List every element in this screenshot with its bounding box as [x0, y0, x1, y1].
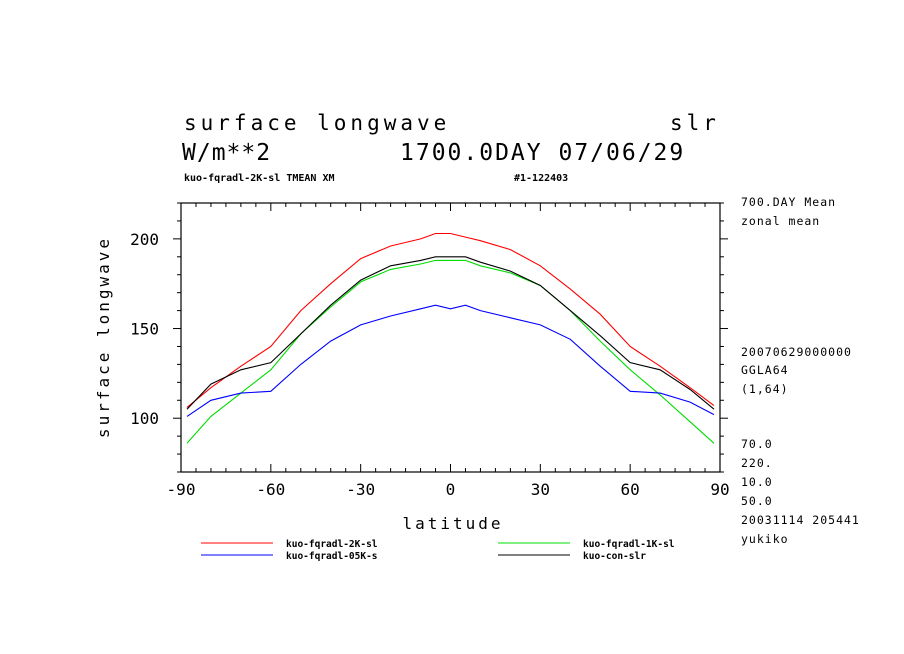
series-line — [186, 232, 715, 408]
series-line — [186, 304, 715, 417]
x-tick-labels: -90 -60 -30 0 30 60 90 — [167, 480, 730, 499]
side-info-ymin: 70.0 — [741, 437, 773, 451]
side-info-zonal: zonal mean — [741, 214, 821, 228]
legend-label: kuo-fqradl-05K-s — [286, 551, 378, 562]
legend-label: kuo-fqradl-1K-sl — [583, 539, 675, 550]
y-tick-label: 200 — [130, 230, 159, 249]
side-info-grid: GGLA64 — [741, 363, 789, 377]
y-axis-label: surface longwave — [94, 236, 113, 438]
y-tick-label: 100 — [130, 409, 159, 428]
x-axis-label: latitude — [402, 514, 503, 533]
legend-label: kuo-con-slr — [583, 551, 646, 562]
legend-label: kuo-fqradl-2K-sl — [286, 539, 378, 550]
axis-ticks — [173, 202, 728, 473]
run-id-subtitle: #1-122403 — [514, 173, 569, 184]
chart-title: surface longwave — [184, 111, 451, 135]
x-tick-label: 0 — [446, 480, 456, 499]
x-tick-label: 60 — [621, 480, 640, 499]
x-tick-label: -60 — [256, 480, 285, 499]
y-tick-labels: 100 150 200 — [130, 230, 159, 428]
date-line: 1700.0DAY 07/06/29 — [400, 140, 686, 166]
y-tick-label: 150 — [130, 320, 159, 339]
series-line — [186, 259, 715, 444]
experiment-subtitle: kuo-fqradl-2K-sl TMEAN XM — [184, 173, 335, 184]
series-lines — [186, 232, 715, 444]
x-tick-label: 90 — [710, 480, 729, 499]
units-label: W/m**2 — [182, 140, 272, 166]
side-info-mean: 700.DAY Mean — [741, 195, 837, 209]
x-tick-label: 30 — [531, 480, 550, 499]
plot-frame — [180, 202, 721, 473]
variable-name: slr — [670, 111, 720, 135]
side-info-user: yukiko — [741, 532, 789, 546]
side-info-dy: 10.0 — [741, 475, 773, 489]
side-info-ymax: 220. — [741, 456, 773, 470]
side-info-range: (1,64) — [741, 382, 789, 396]
side-info-val: 50.0 — [741, 494, 773, 508]
side-info-datetime: 20070629000000 — [741, 345, 852, 359]
x-tick-label: -90 — [167, 480, 196, 499]
series-line — [186, 256, 715, 410]
x-tick-label: -30 — [346, 480, 375, 499]
side-info-created: 20031114 205441 — [741, 513, 860, 527]
